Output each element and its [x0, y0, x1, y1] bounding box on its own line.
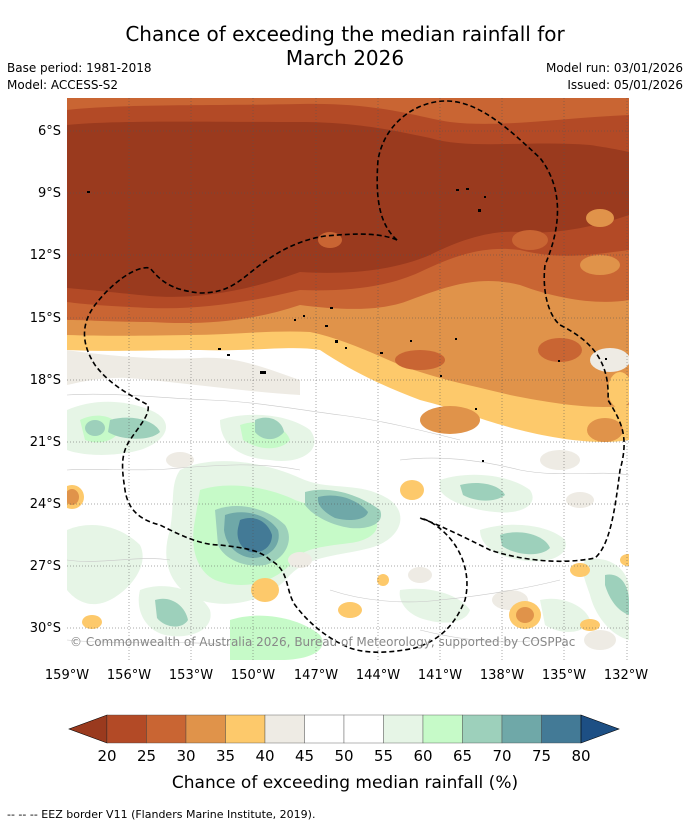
lon-label: 156°W: [107, 668, 151, 683]
colorbar-segment: [383, 714, 424, 744]
lat-label: 12°S: [30, 248, 61, 263]
lon-label: 153°W: [169, 668, 213, 683]
colorbar-tick-label: 40: [255, 747, 274, 765]
issued-date: Issued: 05/01/2026: [567, 78, 683, 92]
colorbar-segment: [422, 714, 463, 744]
colorbar: [68, 714, 620, 744]
lat-label: 18°S: [30, 373, 61, 388]
colorbar-segment: [225, 714, 266, 744]
base-period: Base period: 1981-2018: [7, 61, 152, 75]
model-run: Model run: 03/01/2026: [545, 61, 683, 75]
lon-label: 135°W: [542, 668, 586, 683]
colorbar-tick-label: 35: [216, 747, 235, 765]
lon-label: 159°W: [45, 668, 89, 683]
colorbar-segment: [343, 714, 384, 744]
graticule: [67, 98, 629, 660]
colorbar-tick-label: 30: [176, 747, 195, 765]
lat-label: 24°S: [30, 497, 61, 512]
colorbar-tick-label: 25: [137, 747, 156, 765]
colorbar-tick-label: 50: [334, 747, 353, 765]
colorbar-tick-label: 55: [374, 747, 393, 765]
copyright-text: © Commonwealth of Australia 2026, Bureau…: [70, 635, 575, 649]
model-name: Model: ACCESS-S2: [7, 78, 119, 92]
colorbar-ticks: 20 25 30 35 40 45 50 55 60 65 70 75 80: [97, 747, 590, 765]
lat-label: 6°S: [38, 124, 61, 139]
colorbar-segment: [106, 714, 147, 744]
colorbar-extend-low: [68, 714, 108, 744]
map-title: Chance of exceeding the median rainfall …: [0, 22, 690, 70]
title-line-1: Chance of exceeding the median rainfall …: [125, 22, 565, 46]
eez-borders: [83, 100, 625, 653]
colorbar-tick-label: 80: [571, 747, 590, 765]
colorbar-tick-label: 45: [295, 747, 314, 765]
colorbar-segment: [185, 714, 226, 744]
lon-label: 147°W: [294, 668, 338, 683]
meta-left: Base period: 1981-2018 Model: ACCESS-S2: [7, 60, 152, 94]
islands: [87, 188, 607, 462]
colorbar-segment: [462, 714, 503, 744]
lat-label: 30°S: [30, 621, 61, 636]
colorbar-tick-label: 75: [532, 747, 551, 765]
title-line-2: March 2026: [285, 46, 405, 70]
colorbar-segment: [146, 714, 187, 744]
probability-field: [67, 98, 629, 660]
colorbar-tick-label: 70: [492, 747, 511, 765]
colorbar-segment: [541, 714, 582, 744]
colorbar-label: Chance of exceeding median rainfall (%): [172, 773, 518, 793]
lon-label: 132°W: [604, 668, 648, 683]
eez-footnote: -- -- -- EEZ border V11 (Flanders Marine…: [7, 808, 316, 821]
lon-label: 150°W: [231, 668, 275, 683]
colorbar-segment: [501, 714, 542, 744]
meta-right: Model run: 03/01/2026 Issued: 05/01/2026: [546, 60, 683, 94]
longitude-labels: 159°W 156°W 153°W 150°W 147°W 144°W 141°…: [45, 668, 648, 683]
colorbar-tick-label: 65: [453, 747, 472, 765]
colorbar-tick-label: 60: [413, 747, 432, 765]
lat-label: 15°S: [30, 311, 61, 326]
lat-label: 21°S: [30, 435, 61, 450]
colorbar-segment: [264, 714, 305, 744]
lon-label: 144°W: [356, 668, 400, 683]
lat-label: 9°S: [38, 186, 61, 201]
colorbar-segment: [304, 714, 345, 744]
lon-label: 141°W: [418, 668, 462, 683]
colorbar-extend-high: [580, 714, 620, 744]
latitude-labels: 6°S 9°S 12°S 15°S 18°S 21°S 24°S 27°S 30…: [30, 124, 61, 636]
lat-label: 27°S: [30, 559, 61, 574]
colorbar-tick-label: 20: [97, 747, 116, 765]
lon-label: 138°W: [480, 668, 524, 683]
